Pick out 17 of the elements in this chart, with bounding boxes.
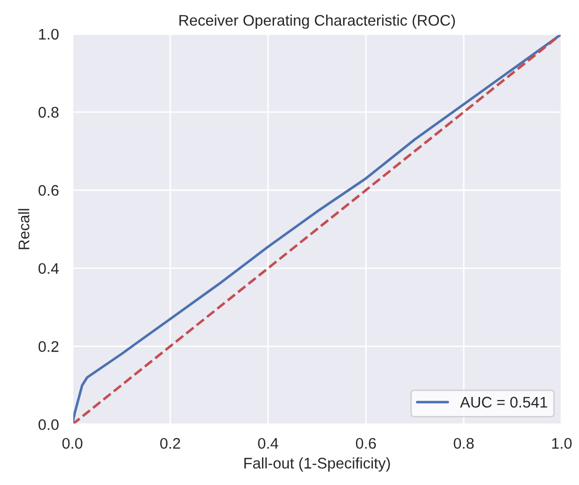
y-tick-label: 0.0 — [38, 419, 59, 430]
x-tick-label: 0.0 — [62, 438, 82, 449]
chart-title: Receiver Operating Characteristic (ROC) — [179, 14, 455, 29]
line-series — [72, 34, 562, 424]
x-tick-label: 0.8 — [454, 438, 474, 449]
y-tick-label: 0.4 — [38, 263, 59, 274]
x-axis-title: Fall-out (1-Specificity) — [244, 457, 390, 472]
x-tick-label: 1.0 — [552, 438, 572, 449]
y-tick-label: 0.6 — [38, 184, 59, 196]
y-tick-label: 1.0 — [39, 28, 59, 40]
x-tick-label: 0.2 — [160, 438, 180, 449]
x-tick-label: 0.6 — [356, 438, 376, 449]
y-axis-title: Recall — [18, 208, 30, 250]
y-tick-label: 0.2 — [38, 341, 58, 352]
legend-label: AUC = 0.541 — [460, 396, 548, 408]
x-tick-label: 0.4 — [258, 438, 278, 449]
y-tick-label: 0.8 — [38, 106, 59, 118]
